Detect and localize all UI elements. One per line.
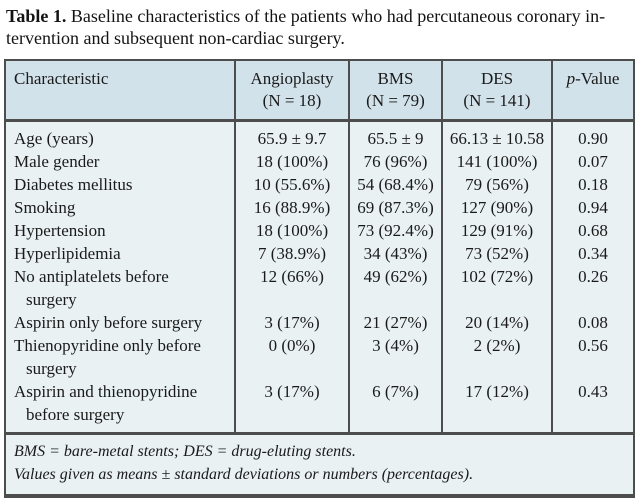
cell-pvalue: 0.43 [551, 380, 634, 434]
table-row-male-gender: Male gender 18 (100%) 76 (96%) 141 (100%… [5, 150, 634, 173]
cell-angioplasty: 16 (88.9%) [234, 196, 349, 219]
footnote-values-note: Values given as means ± standard deviati… [14, 466, 474, 483]
table-row-aspirin-and-thienopyridine: Aspirin and thienopyridine before surger… [5, 380, 634, 434]
footnote-cell: BMS = bare-metal stents; DES = drug-elut… [5, 432, 634, 496]
row-label: Male gender [5, 150, 235, 173]
cell-des: 127 (90%) [441, 196, 552, 219]
cell-pvalue: 0.68 [551, 219, 634, 242]
footnote-row: BMS = bare-metal stents; DES = drug-elut… [5, 432, 634, 496]
table-row-thienopyridine-only: Thienopyridine only before surgery 0 (0%… [5, 334, 634, 380]
cell-angioplasty: 3 (17%) [234, 380, 349, 434]
header-des: DES (N = 141) [441, 60, 552, 122]
cell-bms: 76 (96%) [348, 150, 442, 173]
table-caption: Table 1. Baseline characteristics of the… [6, 5, 628, 49]
cell-des: 17 (12%) [441, 380, 552, 434]
table-row-hyperlipidemia: Hyperlipidemia 7 (38.9%) 34 (43%) 73 (52… [5, 242, 634, 265]
cell-pvalue: 0.34 [551, 242, 634, 265]
row-label: No antiplatelets before surgery [5, 265, 235, 311]
cell-pvalue: 0.94 [551, 196, 634, 219]
header-angioplasty: Angioplasty (N = 18) [234, 60, 349, 122]
cell-bms: 65.5 ± 9 [348, 120, 442, 150]
table-row-hypertension: Hypertension 18 (100%) 73 (92.4%) 129 (9… [5, 219, 634, 242]
row-label: Hypertension [5, 219, 235, 242]
cell-bms: 3 (4%) [348, 334, 442, 380]
cell-des: 141 (100%) [441, 150, 552, 173]
cell-bms: 34 (43%) [348, 242, 442, 265]
row-label: Smoking [5, 196, 235, 219]
cell-angioplasty: 65.9 ± 9.7 [234, 120, 349, 150]
cell-pvalue: 0.56 [551, 334, 634, 380]
row-label: Aspirin only before surgery [5, 311, 235, 334]
table-row-age: Age (years) 65.9 ± 9.7 65.5 ± 9 66.13 ± … [5, 120, 634, 150]
baseline-characteristics-table: Characteristic Angioplasty (N = 18) BMS … [4, 59, 635, 498]
table-row-smoking: Smoking 16 (88.9%) 69 (87.3%) 127 (90%) … [5, 196, 634, 219]
cell-pvalue: 0.90 [551, 120, 634, 150]
table-caption-text-line2: tervention and subsequent non-cardiac su… [6, 28, 345, 48]
cell-angioplasty: 10 (55.6%) [234, 173, 349, 196]
table-row-no-antiplatelets: No antiplatelets before surgery 12 (66%)… [5, 265, 634, 311]
cell-des: 79 (56%) [441, 173, 552, 196]
row-label: Age (years) [5, 120, 235, 150]
cell-bms: 54 (68.4%) [348, 173, 442, 196]
cell-des: 20 (14%) [441, 311, 552, 334]
cell-pvalue: 0.18 [551, 173, 634, 196]
table-caption-text-line1: Baseline characteristics of the patients… [66, 6, 606, 26]
cell-bms: 73 (92.4%) [348, 219, 442, 242]
cell-des: 102 (72%) [441, 265, 552, 311]
table-footnotes: BMS = bare-metal stents; DES = drug-elut… [5, 432, 634, 496]
cell-pvalue: 0.26 [551, 265, 634, 311]
cell-pvalue: 0.08 [551, 311, 634, 334]
table-row-diabetes: Diabetes mellitus 10 (55.6%) 54 (68.4%) … [5, 173, 634, 196]
header-characteristic: Characteristic [5, 60, 235, 122]
cell-angioplasty: 0 (0%) [234, 334, 349, 380]
cell-des: 129 (91%) [441, 219, 552, 242]
header-bms: BMS (N = 79) [348, 60, 442, 122]
row-label: Thienopyridine only before surgery [5, 334, 235, 380]
cell-des: 73 (52%) [441, 242, 552, 265]
cell-des: 66.13 ± 10.58 [441, 120, 552, 150]
header-pvalue: p-Value [551, 60, 634, 122]
table-body: Age (years) 65.9 ± 9.7 65.5 ± 9 66.13 ± … [5, 120, 634, 434]
row-label: Hyperlipidemia [5, 242, 235, 265]
row-label: Diabetes mellitus [5, 173, 235, 196]
row-label: Aspirin and thienopyridine before surger… [5, 380, 235, 434]
cell-bms: 69 (87.3%) [348, 196, 442, 219]
cell-pvalue: 0.07 [551, 150, 634, 173]
table-caption-number: Table 1. [6, 6, 67, 26]
cell-angioplasty: 12 (66%) [234, 265, 349, 311]
cell-bms: 49 (62%) [348, 265, 442, 311]
cell-angioplasty: 3 (17%) [234, 311, 349, 334]
table-header: Characteristic Angioplasty (N = 18) BMS … [5, 60, 634, 122]
cell-des: 2 (2%) [441, 334, 552, 380]
header-row: Characteristic Angioplasty (N = 18) BMS … [5, 60, 634, 122]
footnote-abbreviations: BMS = bare-metal stents; DES = drug-elut… [14, 443, 356, 460]
cell-angioplasty: 18 (100%) [234, 219, 349, 242]
cell-angioplasty: 18 (100%) [234, 150, 349, 173]
cell-angioplasty: 7 (38.9%) [234, 242, 349, 265]
cell-bms: 21 (27%) [348, 311, 442, 334]
cell-bms: 6 (7%) [348, 380, 442, 434]
table-row-aspirin-only: Aspirin only before surgery 3 (17%) 21 (… [5, 311, 634, 334]
